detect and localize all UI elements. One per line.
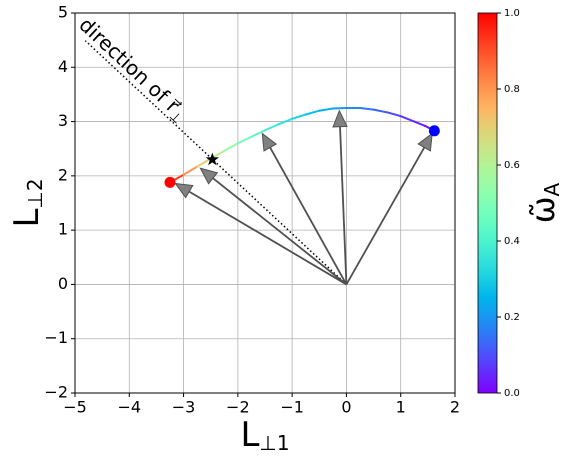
grid — [74, 12, 456, 394]
x-tick-label: −3 — [172, 398, 196, 417]
curve-segment — [236, 135, 253, 145]
arrow — [199, 167, 347, 286]
arrow-shaft — [212, 177, 347, 286]
curve-segment — [318, 107, 334, 112]
curve-segment — [182, 165, 199, 176]
y-tick-label: 0 — [58, 274, 68, 293]
arrow-head — [261, 132, 278, 152]
plot-area — [84, 40, 440, 286]
arrow-head — [417, 132, 433, 152]
x-tick-label: 0 — [341, 398, 351, 417]
arrow-shaft — [269, 147, 348, 285]
curve-segment — [359, 107, 375, 111]
curve-segment — [304, 109, 321, 116]
colorbar-tick-label: 0.0 — [504, 388, 520, 399]
x-label-main: L — [240, 415, 259, 455]
colorbar-tick-label: 0.8 — [504, 84, 520, 95]
arrow-head — [332, 109, 348, 128]
colorbar-label: ω̃A — [524, 182, 564, 223]
curve-segment — [250, 129, 266, 138]
y-tick-label: 5 — [58, 3, 68, 22]
y-tick-label: −1 — [44, 328, 68, 347]
x-tick-label: −4 — [117, 398, 141, 417]
y-tick-label: 2 — [58, 165, 68, 184]
curve-segment — [413, 120, 427, 127]
arrow-shaft — [339, 126, 348, 285]
x-tick-label: 2 — [450, 398, 460, 417]
arrow-shaft — [188, 190, 347, 286]
arrow-head — [199, 167, 219, 185]
y-tick-label: 1 — [58, 220, 68, 239]
curve-segment — [277, 117, 294, 126]
curve-segment — [291, 113, 307, 120]
direction-line — [84, 40, 347, 285]
arrow — [345, 132, 433, 285]
end-point — [428, 125, 440, 137]
star-marker — [205, 152, 220, 166]
colorbar-label-sub: A — [540, 182, 564, 196]
colorbar-tick-label: 0.6 — [504, 160, 520, 171]
direction-annotation: direction of r⃗⊥ — [73, 12, 193, 127]
colorbar-tick-label: 1.0 — [504, 8, 520, 19]
curve-segment — [196, 157, 212, 168]
x-tick-label: −2 — [226, 398, 250, 417]
y-axis-label: L⊥2 — [7, 178, 47, 227]
curve-segment — [331, 107, 348, 110]
curve-segment — [399, 115, 416, 123]
curve-segment — [386, 111, 402, 118]
colorbar-label-main: ω̃ — [524, 196, 562, 223]
arrow — [174, 182, 347, 286]
y-tick-label: −2 — [44, 383, 68, 402]
colorbar-tick-label: 0.2 — [504, 312, 520, 323]
y-tick-label: 3 — [58, 111, 68, 130]
arrow-head — [174, 182, 194, 199]
start-point — [164, 176, 176, 188]
x-axis-label: L⊥1 — [240, 415, 289, 455]
colorbar-tick-label: 0.4 — [504, 236, 520, 247]
y-label-main: L — [7, 209, 47, 228]
x-tick-label: 1 — [396, 398, 406, 417]
colorbar — [477, 12, 498, 394]
x-label-sub: ⊥1 — [259, 431, 289, 455]
y-label-sub: ⊥2 — [23, 178, 47, 208]
arrow — [261, 132, 348, 285]
curve-segment — [372, 108, 389, 114]
y-tick-label: 4 — [58, 57, 68, 76]
annotation-main: direction of r⃗ — [75, 12, 186, 118]
axes-frame — [74, 12, 456, 394]
curve-segment — [264, 123, 280, 132]
arrow-shaft — [345, 146, 426, 285]
arrow — [332, 109, 348, 285]
x-tick-label: −5 — [63, 398, 87, 417]
curve-segment — [223, 142, 239, 152]
x-tick-label: −1 — [280, 398, 304, 417]
